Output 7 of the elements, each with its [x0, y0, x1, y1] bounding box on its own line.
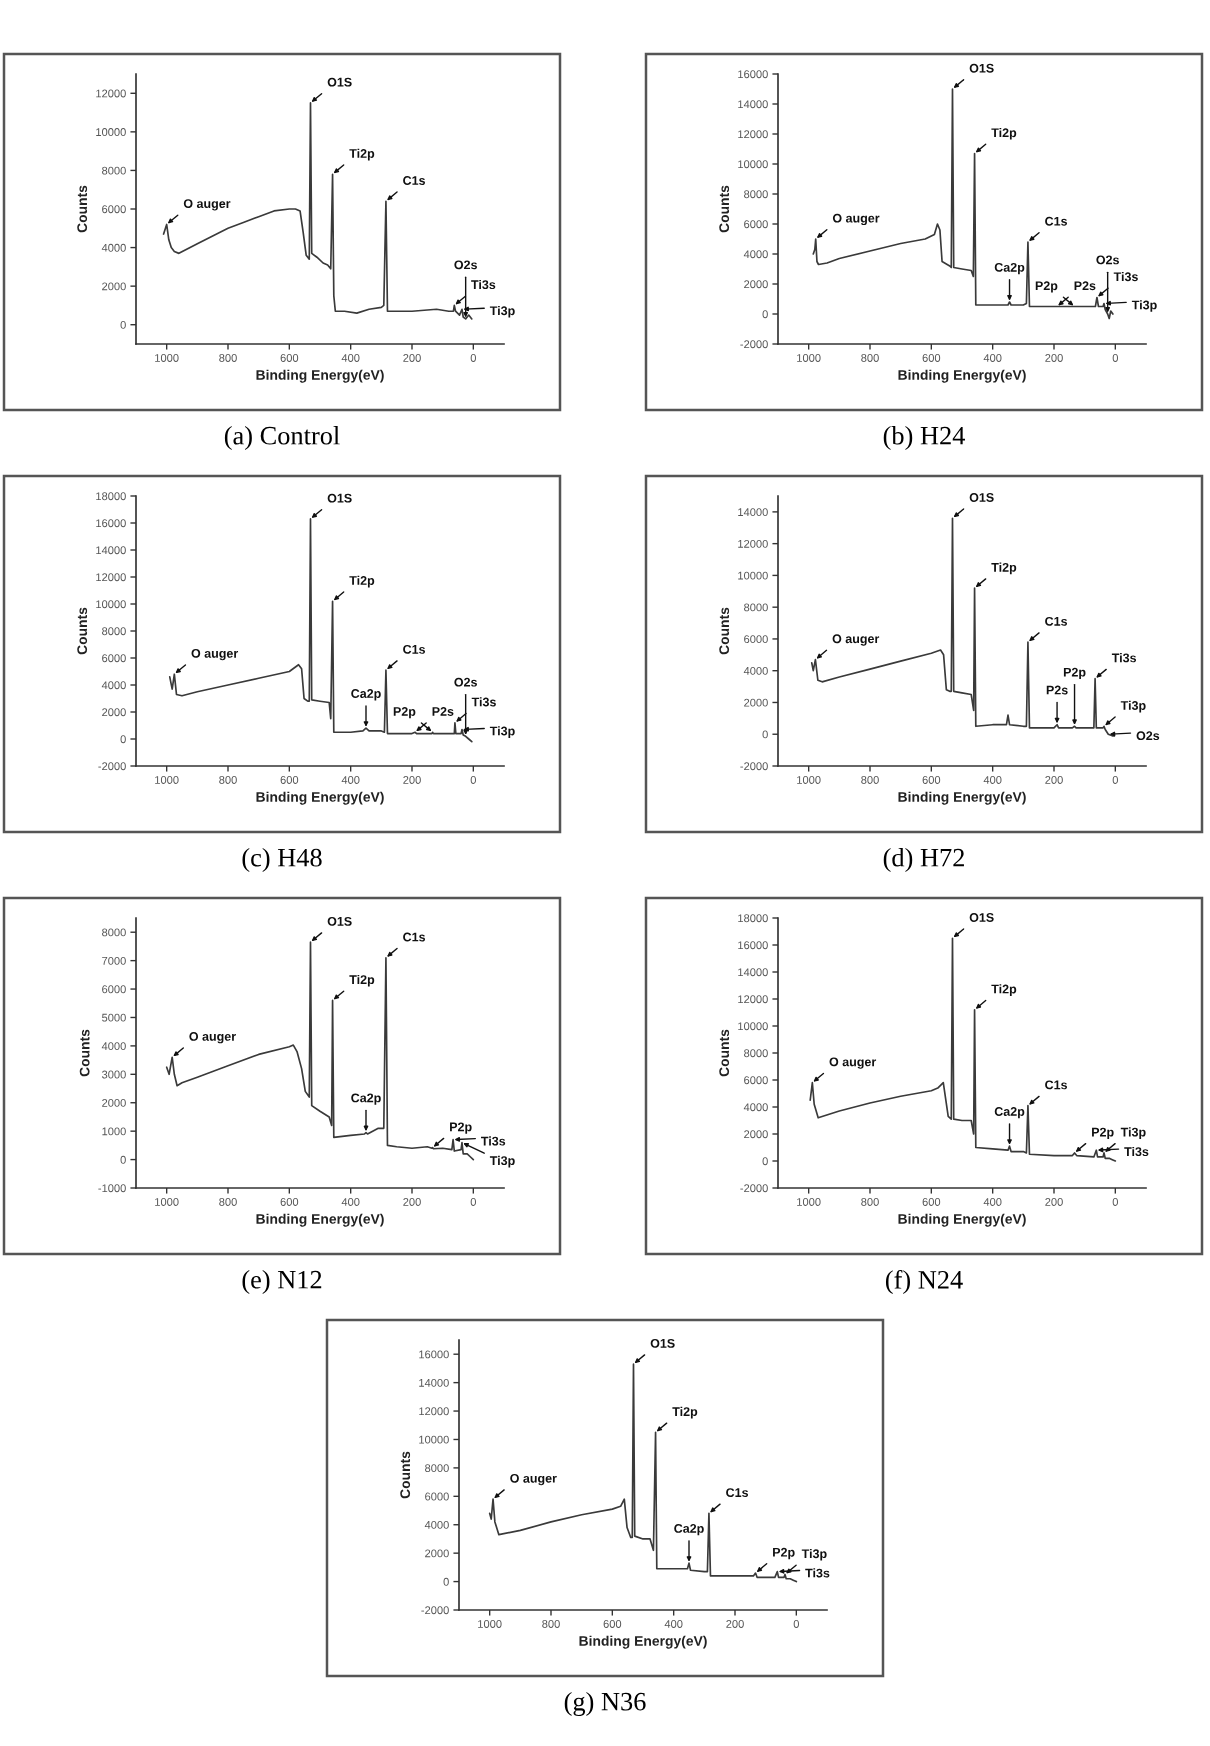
text: (d) H72 [883, 848, 964, 872]
text: (b) H24 [883, 426, 965, 450]
text: (g) N36 [564, 1692, 646, 1716]
text: (c) H48 [242, 848, 322, 872]
text: (f) N24 [885, 1269, 963, 1295]
text: (a) Control [224, 426, 340, 450]
text: (e) N12 [242, 1270, 322, 1294]
